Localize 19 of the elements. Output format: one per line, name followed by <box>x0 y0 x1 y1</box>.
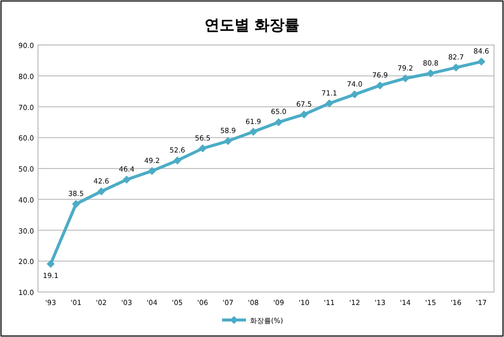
point <box>350 90 359 98</box>
point <box>72 200 80 208</box>
point <box>122 176 131 184</box>
point <box>249 128 258 136</box>
point <box>325 99 334 108</box>
point <box>477 58 486 66</box>
point <box>426 69 435 78</box>
chart-title: 연도별 화장률 <box>204 16 300 34</box>
point <box>198 144 207 152</box>
point <box>401 74 410 82</box>
point <box>173 156 182 164</box>
point <box>97 187 106 196</box>
point <box>46 260 55 268</box>
point <box>148 166 156 175</box>
point <box>300 110 308 118</box>
point <box>452 64 460 72</box>
point <box>376 81 384 90</box>
point <box>274 118 283 126</box>
point <box>224 137 232 146</box>
